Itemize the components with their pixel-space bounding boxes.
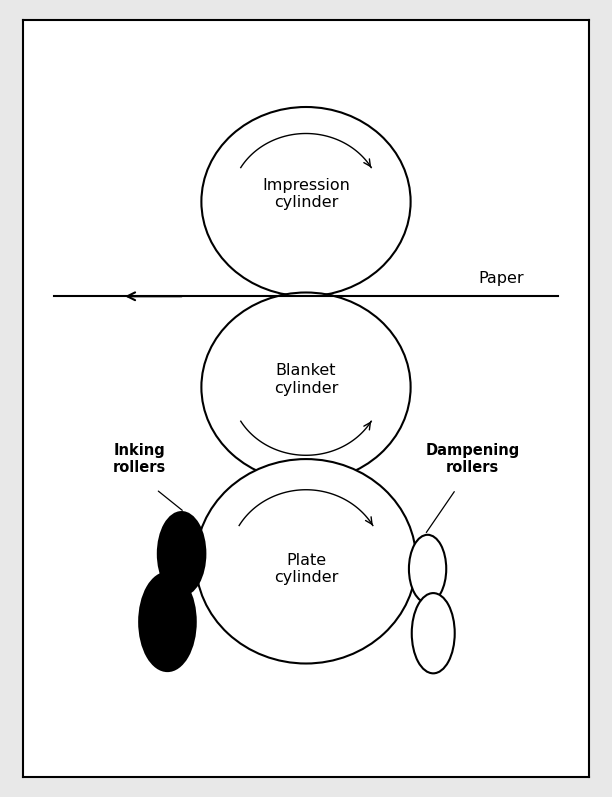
Text: Paper: Paper (479, 272, 524, 286)
Ellipse shape (158, 512, 206, 595)
Ellipse shape (139, 572, 196, 671)
Ellipse shape (201, 107, 411, 296)
Text: Inking
rollers: Inking rollers (113, 443, 166, 475)
Ellipse shape (201, 292, 411, 481)
Ellipse shape (196, 459, 416, 663)
Text: Impression
cylinder: Impression cylinder (262, 178, 350, 210)
Text: Plate
cylinder: Plate cylinder (274, 552, 338, 585)
Text: Blanket
cylinder: Blanket cylinder (274, 363, 338, 396)
Text: Dampening
rollers: Dampening rollers (426, 443, 520, 475)
Ellipse shape (409, 535, 446, 603)
Ellipse shape (412, 593, 455, 673)
